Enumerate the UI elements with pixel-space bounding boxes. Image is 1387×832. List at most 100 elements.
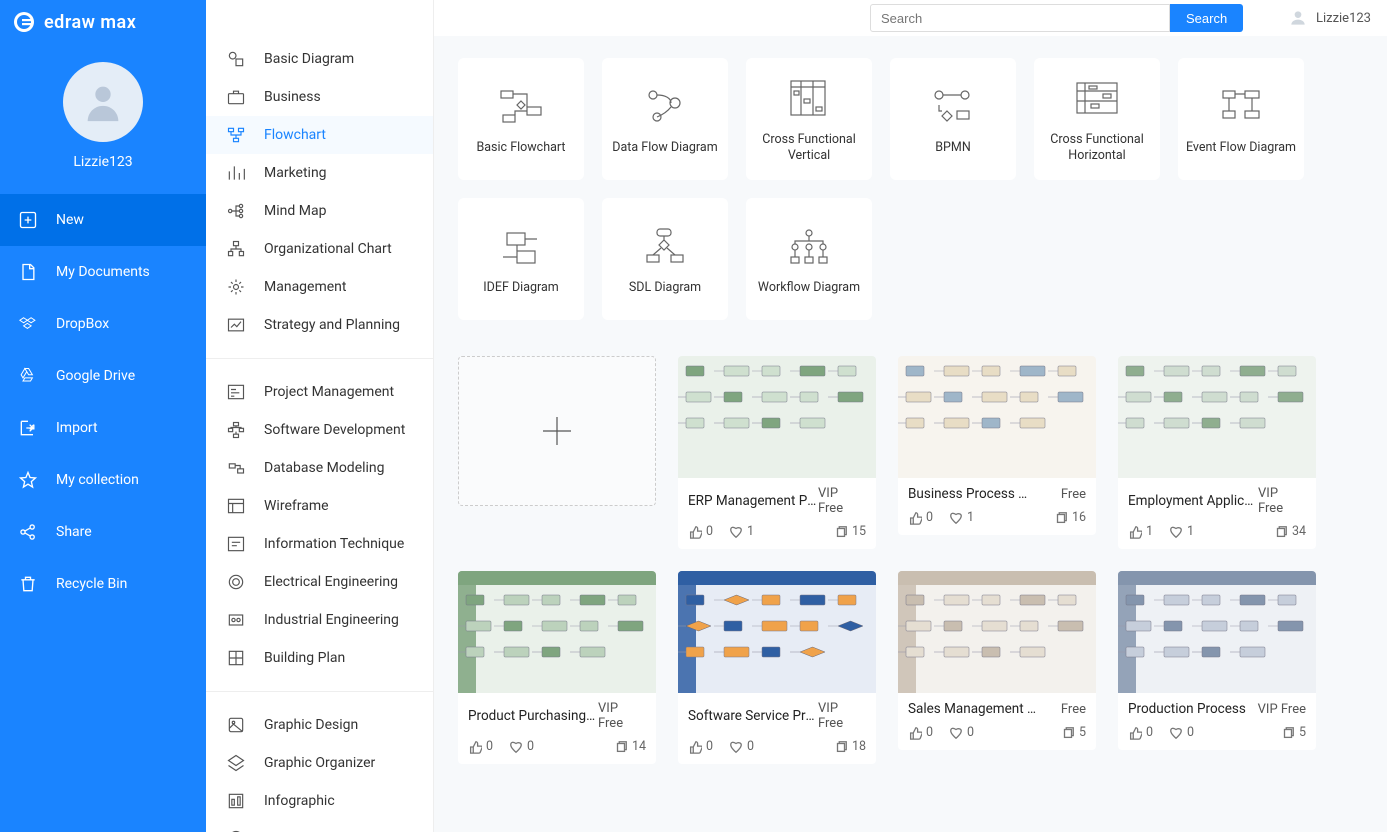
diagram-type-card[interactable]: Cross Functional Vertical [746,58,872,180]
nav-item-new[interactable]: New [0,194,206,246]
template-card[interactable]: Business Process Modeling Free 0 1 16 [898,356,1096,535]
barchart-icon [226,163,246,183]
blank-template-card[interactable] [458,356,656,506]
fav-stat[interactable]: 0 [949,725,974,740]
category-item[interactable]: Graphic Design [206,706,433,744]
nav-item-dropbox[interactable]: DropBox [0,298,206,350]
like-stat[interactable]: 1 [1128,524,1153,539]
like-stat[interactable]: 0 [908,510,933,525]
category-label: Industrial Engineering [264,612,399,628]
heart-icon [509,740,523,754]
category-item[interactable]: Mind Map [206,192,433,230]
copy-stat[interactable]: 34 [1274,524,1306,539]
category-item[interactable]: Flowchart [206,116,433,154]
copy-stat[interactable]: 15 [834,524,866,539]
category-item[interactable]: Strategy and Planning [206,306,433,344]
shapes-icon [226,49,246,69]
nav-item-import[interactable]: Import [0,402,206,454]
database-icon [226,458,246,478]
template-card[interactable]: Sales Management Cycle Free 0 0 5 [898,571,1096,750]
category-item[interactable]: Building Plan [206,639,433,677]
copy-stat[interactable]: 14 [614,739,646,754]
like-stat[interactable]: 0 [688,524,713,539]
building-icon [226,648,246,668]
diagram-type-card[interactable]: IDEF Diagram [458,198,584,320]
search-button[interactable]: Search [1170,4,1243,32]
template-card[interactable]: ERP Management Platform VIP Free 0 1 15 [678,356,876,549]
fav-stat[interactable]: 1 [1169,524,1194,539]
diagram-type-card[interactable]: SDL Diagram [602,198,728,320]
category-label: Graphic Design [264,717,358,733]
diagram-type-card[interactable]: Data Flow Diagram [602,58,728,180]
template-card[interactable]: Production Process VIP Free 0 0 5 [1118,571,1316,750]
thumb-up-icon [908,511,922,525]
like-stat[interactable]: 0 [468,739,493,754]
user-profile[interactable]: Lizzie123 [0,44,206,194]
diagram-type-card[interactable]: Workflow Diagram [746,198,872,320]
category-item[interactable]: Organizational Chart [206,230,433,268]
fav-stat[interactable]: 0 [509,739,534,754]
category-label: Software Development [264,422,405,438]
category-item[interactable]: Map [206,820,433,832]
copy-icon [834,525,848,539]
diagram-type-card[interactable]: BPMN [890,58,1016,180]
diagram-type-label: Cross Functional Vertical [752,132,866,165]
category-item[interactable]: Wireframe [206,487,433,525]
copy-icon [1274,525,1288,539]
template-thumbnail [898,571,1096,693]
diagram-type-card[interactable]: Event Flow Diagram [1178,58,1304,180]
category-item[interactable]: Business [206,78,433,116]
template-thumbnail [898,356,1096,478]
brand-name: edraw max [44,12,136,33]
fav-stat[interactable]: 0 [729,739,754,754]
nav-item-gdrive[interactable]: Google Drive [0,350,206,402]
nav-item-mydocs[interactable]: My Documents [0,246,206,298]
category-item[interactable]: Information Technique [206,525,433,563]
thumb-up-icon [688,525,702,539]
category-item[interactable]: Infographic [206,782,433,820]
category-item[interactable]: Database Modeling [206,449,433,487]
copy-stat[interactable]: 18 [834,739,866,754]
category-item[interactable]: Basic Diagram [206,40,433,78]
heart-icon [949,511,963,525]
template-card[interactable]: Software Service Process VIP Free 0 0 18 [678,571,876,764]
template-title: Production Process [1128,701,1246,717]
like-stat[interactable]: 0 [1128,725,1153,740]
template-card[interactable]: Employment Application VIP Free 1 1 34 [1118,356,1316,549]
main-area: Search Lizzie123 Basic FlowchartData Flo… [434,0,1387,832]
heart-icon [1169,726,1183,740]
fav-stat[interactable]: 1 [729,524,754,539]
thumb-up-icon [908,726,922,740]
nav-item-collection[interactable]: My collection [0,454,206,506]
nav-item-share[interactable]: Share [0,506,206,558]
template-title: Business Process Modeling [908,486,1038,502]
copy-stat[interactable]: 5 [1281,725,1306,740]
user-chip[interactable]: Lizzie123 [1288,8,1371,28]
like-stat[interactable]: 0 [908,725,933,740]
template-card[interactable]: Product Purchasing Process VIP Free 0 0 … [458,571,656,764]
copy-stat[interactable]: 5 [1061,725,1086,740]
category-item[interactable]: Graphic Organizer [206,744,433,782]
fav-stat[interactable]: 1 [949,510,974,525]
category-item[interactable]: Management [206,268,433,306]
template-title: Product Purchasing Process [468,708,598,724]
copy-stat[interactable]: 16 [1054,510,1086,525]
diagram-type-card[interactable]: Cross Functional Horizontal [1034,58,1160,180]
diagram-type-grid: Basic FlowchartData Flow Diagram Cross Fu… [458,58,1363,320]
type-cfv-icon [781,74,837,122]
category-sidebar: Basic DiagramBusinessFlowchartMarketingM… [206,0,434,832]
category-item[interactable]: Software Development [206,411,433,449]
nav-label: New [56,212,84,228]
category-item[interactable]: Industrial Engineering [206,601,433,639]
like-stat[interactable]: 0 [688,739,713,754]
brand-logo[interactable]: edraw max [0,0,206,44]
category-item[interactable]: Electrical Engineering [206,563,433,601]
nav-item-recycle[interactable]: Recycle Bin [0,558,206,610]
fav-stat[interactable]: 0 [1169,725,1194,740]
category-item[interactable]: Marketing [206,154,433,192]
category-item[interactable]: Project Management [206,373,433,411]
search-input[interactable] [870,4,1170,32]
nav-label: Share [56,524,92,540]
diagram-type-card[interactable]: Basic Flowchart [458,58,584,180]
template-badge: Free [1061,702,1086,717]
